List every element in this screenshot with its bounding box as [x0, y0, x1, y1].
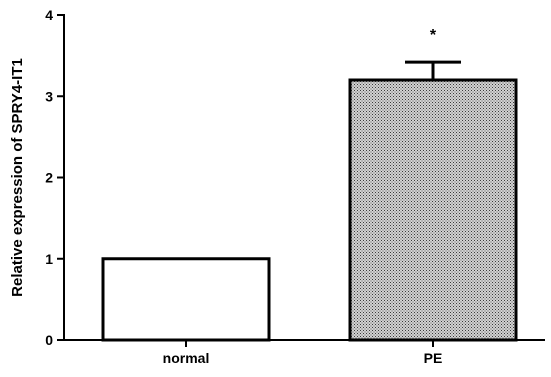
y-tick-label: 2 [45, 170, 53, 186]
bar-normal [101, 257, 271, 342]
x-tick-label: PE [424, 350, 443, 366]
y-tick-label: 3 [45, 88, 53, 104]
y-tick-label: 0 [45, 332, 53, 348]
y-tick-label: 1 [45, 251, 53, 267]
error-bars-layer [405, 60, 461, 80]
x-axis: normal PE [63, 339, 545, 366]
y-ticks-layer: 0 1 2 3 4 [45, 7, 64, 348]
y-tick-label: 4 [45, 7, 53, 23]
bar-pe [348, 78, 518, 342]
x-ticks-layer: normal PE [163, 340, 443, 366]
annotations-layer: * [430, 27, 437, 44]
significance-annotation: * [430, 27, 437, 44]
bars-layer [101, 78, 518, 342]
y-axis: 0 1 2 3 4 [45, 7, 65, 348]
x-tick-label: normal [163, 350, 210, 366]
y-axis-label: Relative expression of SPRY4-IT1 [9, 58, 26, 297]
